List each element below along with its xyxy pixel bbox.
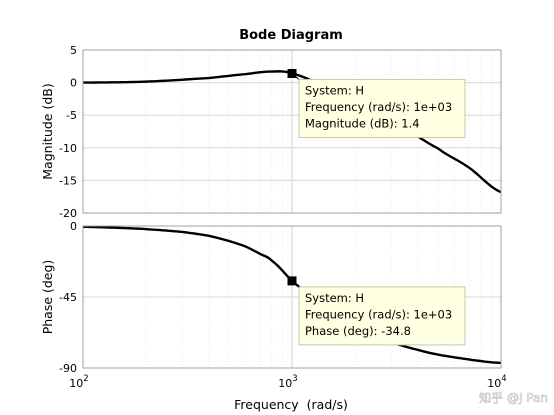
phase-y-tick-label: -45 — [59, 291, 77, 304]
chart-title: Bode Diagram — [239, 28, 343, 43]
magnitude-datatip-text: System: H — [305, 83, 364, 97]
phase-y-ticks: 0 -45 -90 — [59, 220, 77, 375]
magnitude-y-label: Magnitude (dB) — [40, 83, 55, 179]
magnitude-datatip-box — [298, 78, 466, 138]
phase-y-tick-label: 0 — [70, 220, 77, 233]
datatips: System: H Frequency (rad/s): 1e+03 Magnitu… — [287, 68, 466, 346]
phase-datatip-text: Phase (deg): -34.8 — [305, 324, 411, 338]
phase-datatip-box — [298, 286, 466, 346]
x-tick-label: 104 — [487, 374, 506, 390]
magnitude-datatip-text: Magnitude (dB): 1.4 — [305, 116, 420, 130]
magnitude-datatip-text: Frequency (rad/s): 1e+03 — [305, 100, 452, 114]
magnitude-y-tick-label: -10 — [59, 142, 77, 155]
x-tick-label: 103 — [278, 374, 297, 390]
phase-datatip-text: Frequency (rad/s): 1e+03 — [305, 307, 452, 321]
magnitude-axes-box — [82, 49, 502, 214]
phase-datatip-marker — [287, 276, 297, 286]
magnitude-y-tick-label: -20 — [59, 207, 77, 220]
phase-y-tick-label: -90 — [59, 362, 77, 375]
x-axis-label: Frequency (rad/s) — [234, 397, 348, 412]
watermark: 知乎 @J Pan — [479, 391, 548, 405]
phase-datatip-text: System: H — [305, 291, 364, 305]
magnitude-y-tick-label: 0 — [70, 77, 77, 90]
magnitude-y-tick-label: -15 — [59, 174, 77, 187]
magnitude-y-tick-label: -5 — [66, 109, 77, 122]
phase-y-label: Phase (deg) — [40, 260, 55, 335]
magnitude-datatip-marker — [287, 68, 297, 78]
x-tick-labels: 102 103 104 — [69, 374, 506, 390]
magnitude-y-ticks: 5 0 -5 -10 -15 -20 — [59, 44, 77, 220]
phase-axes-box — [82, 225, 502, 369]
magnitude-y-tick-label: 5 — [70, 44, 77, 57]
x-tick-label: 102 — [69, 374, 88, 390]
